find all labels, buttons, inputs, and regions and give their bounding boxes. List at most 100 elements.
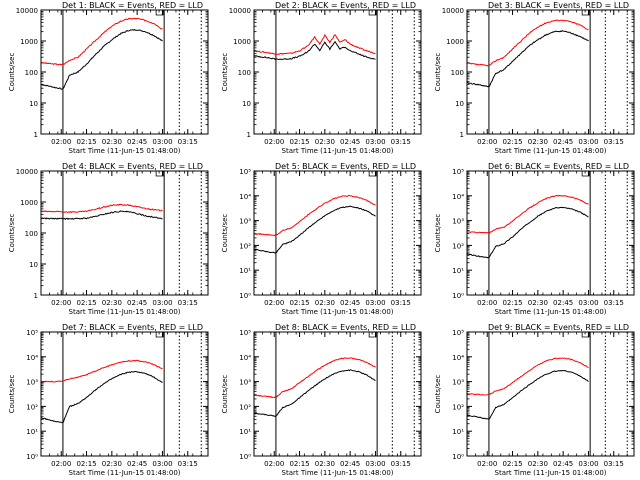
chart-panel-3: Det 3: BLACK = Events, RED = LLD Counts/s… [434, 1, 635, 155]
x-tick-label: 03:15 [178, 138, 198, 146]
y-tick-label: 10³ [452, 379, 464, 387]
y-tick-label: 10000 [16, 168, 38, 176]
series-line-lld [40, 17, 163, 66]
y-tick-label: 10¹ [26, 428, 38, 436]
x-axis-label: Start Time (11-Jun-15 01:48:00) [282, 308, 394, 316]
y-tick-label: 10⁴ [452, 193, 464, 201]
x-tick-label: 02:30 [102, 138, 122, 146]
x-tick-label: 02:30 [315, 138, 335, 146]
x-tick-label: 02:45 [127, 299, 147, 307]
bracket-marker [368, 171, 377, 177]
chart-panel-2: Det 2: BLACK = Events, RED = LLD Counts/s… [221, 1, 422, 155]
y-tick-label: 10⁵ [239, 329, 251, 337]
series-line-lld [253, 33, 376, 56]
bracket-marker [581, 332, 590, 338]
y-tick-label: 10⁴ [239, 193, 251, 201]
bracket-marker [581, 171, 590, 177]
x-tick-label: 03:00 [152, 138, 172, 146]
x-tick-label: 03:15 [391, 460, 411, 468]
y-tick-label: 100 [451, 69, 464, 77]
x-tick-label: 03:15 [604, 460, 624, 468]
y-tick-label: 1 [34, 292, 38, 300]
chart-title: Det 5: BLACK = Events, RED = LLD [275, 162, 416, 171]
bracket-marker [155, 332, 164, 338]
x-tick-label: 02:30 [315, 460, 335, 468]
plot-frame [40, 170, 209, 296]
y-tick-label: 10¹ [452, 267, 464, 275]
x-tick-label: 02:15 [76, 299, 96, 307]
x-axis-label: Start Time (11-Jun-15 01:48:00) [495, 469, 607, 477]
x-tick-label: 02:15 [502, 460, 522, 468]
x-axis-label: Start Time (11-Jun-15 01:48:00) [69, 147, 181, 155]
y-axis-label: Counts/sec [8, 375, 16, 414]
x-tick-label: 02:00 [51, 138, 71, 146]
y-tick-label: 10 [29, 100, 38, 108]
x-axis-label: Start Time (11-Jun-15 01:48:00) [282, 147, 394, 155]
plot-frame [253, 331, 422, 457]
x-tick-label: 03:00 [152, 299, 172, 307]
bracket-marker [155, 171, 164, 177]
x-tick-label: 03:00 [578, 460, 598, 468]
y-tick-label: 1000 [233, 38, 251, 46]
x-tick-label: 02:00 [264, 138, 284, 146]
x-tick-label: 02:15 [502, 299, 522, 307]
x-tick-label: 02:00 [264, 460, 284, 468]
series-line-events [41, 371, 163, 424]
bracket-marker [155, 10, 164, 16]
plot-frame [466, 9, 635, 135]
y-tick-label: 1 [34, 131, 38, 139]
y-tick-label: 10⁴ [239, 354, 251, 362]
y-tick-label: 10⁰ [452, 292, 464, 300]
chart-title: Det 4: BLACK = Events, RED = LLD [62, 162, 203, 171]
bracket-marker [581, 10, 590, 16]
y-tick-label: 10¹ [239, 267, 251, 275]
plot-frame [466, 170, 635, 296]
y-tick-label: 10⁰ [26, 453, 38, 461]
y-axis-label: Counts/sec [221, 53, 229, 92]
x-tick-label: 02:00 [264, 299, 284, 307]
y-axis-label: Counts/sec [221, 375, 229, 414]
x-tick-label: 02:15 [289, 138, 309, 146]
x-axis-label: Start Time (11-Jun-15 01:48:00) [69, 308, 181, 316]
y-axis-label: Counts/sec [8, 53, 16, 92]
y-tick-label: 1 [460, 131, 464, 139]
y-tick-label: 10000 [229, 7, 251, 15]
chart-title: Det 8: BLACK = Events, RED = LLD [275, 323, 416, 332]
bracket-marker [368, 332, 377, 338]
x-tick-label: 02:15 [289, 299, 309, 307]
y-axis-label: Counts/sec [221, 214, 229, 253]
plot-frame [40, 331, 209, 457]
x-tick-label: 02:00 [51, 460, 71, 468]
chart-title: Det 2: BLACK = Events, RED = LLD [275, 1, 416, 10]
series-line-lld [40, 203, 163, 214]
y-tick-label: 10 [242, 100, 251, 108]
x-tick-label: 03:00 [365, 299, 385, 307]
y-axis-label: Counts/sec [434, 375, 442, 414]
y-tick-label: 10³ [452, 218, 464, 226]
x-tick-label: 02:30 [528, 138, 548, 146]
y-tick-label: 10⁰ [239, 453, 251, 461]
series-line-events [253, 369, 376, 418]
y-tick-label: 1000 [20, 38, 38, 46]
y-tick-label: 100 [25, 69, 38, 77]
y-tick-label: 10 [455, 100, 464, 108]
x-tick-label: 02:45 [340, 460, 360, 468]
plot-frame [466, 331, 635, 457]
chart-panel-8: Det 8: BLACK = Events, RED = LLD Counts/s… [221, 323, 422, 477]
x-tick-label: 02:45 [127, 460, 147, 468]
x-tick-label: 02:00 [51, 299, 71, 307]
y-tick-label: 10³ [239, 379, 251, 387]
x-tick-label: 03:15 [604, 299, 624, 307]
chart-panel-9: Det 9: BLACK = Events, RED = LLD Counts/s… [434, 323, 635, 477]
y-tick-label: 10¹ [452, 428, 464, 436]
chart-panel-5: Det 5: BLACK = Events, RED = LLD Counts/s… [221, 162, 422, 316]
plot-frame [253, 170, 422, 296]
x-tick-label: 02:15 [76, 460, 96, 468]
chart-panel-4: Det 4: BLACK = Events, RED = LLD Counts/s… [8, 162, 209, 316]
y-tick-label: 1000 [20, 199, 38, 207]
y-tick-label: 10 [29, 261, 38, 269]
series-line-events [253, 40, 376, 61]
x-tick-label: 02:30 [102, 460, 122, 468]
x-tick-label: 03:15 [604, 138, 624, 146]
